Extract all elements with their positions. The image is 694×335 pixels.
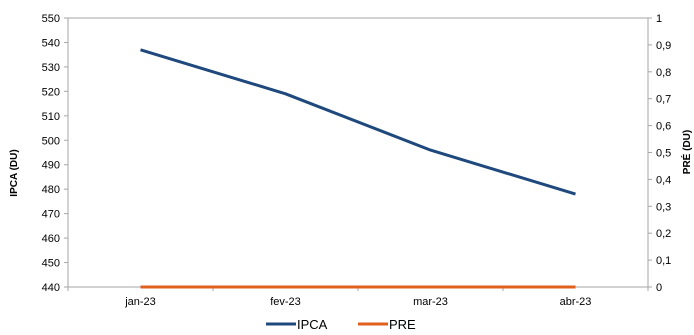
right-y-axis-ticks: 0 0,1 0,2 0,3 0,4 0,5 0,6 0,7 0,8 0,9 1: [648, 13, 671, 294]
left-y-tick-label: 520: [42, 86, 60, 98]
left-y-tick-label: 550: [42, 13, 60, 25]
x-axis-ticks: jan-23 fev-23 mar-23 abr-23: [67, 287, 649, 308]
right-y-axis-title: PRÉ (DU): [680, 130, 693, 174]
left-y-tick-label: 530: [42, 62, 60, 74]
plot-area: [67, 17, 649, 288]
left-y-tick-label: 500: [42, 135, 60, 147]
right-y-tick-label: 0,5: [656, 148, 671, 160]
right-y-tick-label: 1: [656, 13, 662, 25]
series-line-ipca: [140, 48, 576, 196]
right-y-tick-label: 0,4: [656, 174, 671, 186]
right-y-tick-label: 0,6: [656, 121, 671, 133]
left-y-axis-title: IPCA (DU): [9, 149, 20, 196]
legend: IPCA PRE: [266, 317, 416, 332]
x-tick-label: mar-23: [413, 296, 448, 308]
left-y-tick-label: 510: [42, 111, 60, 123]
right-y-tick-label: 0,8: [656, 67, 671, 79]
left-y-tick-label: 490: [42, 160, 60, 172]
legend-label-ipca: IPCA: [297, 317, 328, 332]
left-y-tick-label: 470: [42, 209, 60, 221]
left-y-tick-label: 450: [42, 258, 60, 270]
left-y-tick-label: 460: [42, 233, 60, 245]
right-y-tick-label: 0,2: [656, 228, 671, 240]
right-y-tick-label: 0,3: [656, 201, 671, 213]
left-y-axis-ticks: 440 450 460 470 480 490 500 510 520 530 540 550: [42, 13, 68, 294]
x-tick-label: fev-23: [270, 296, 301, 308]
right-y-tick-label: 0,7: [656, 94, 671, 106]
left-y-tick-label: 440: [42, 282, 60, 294]
left-y-tick-label: 540: [42, 37, 60, 49]
right-y-tick-label: 0,9: [656, 40, 671, 52]
left-y-tick-label: 480: [42, 184, 60, 196]
x-tick-label: abr-23: [560, 296, 592, 308]
x-tick-label: jan-23: [124, 296, 156, 308]
right-y-tick-label: 0,1: [656, 255, 671, 267]
right-y-tick-label: 0: [656, 282, 662, 294]
legend-label-pre: PRE: [389, 317, 416, 332]
